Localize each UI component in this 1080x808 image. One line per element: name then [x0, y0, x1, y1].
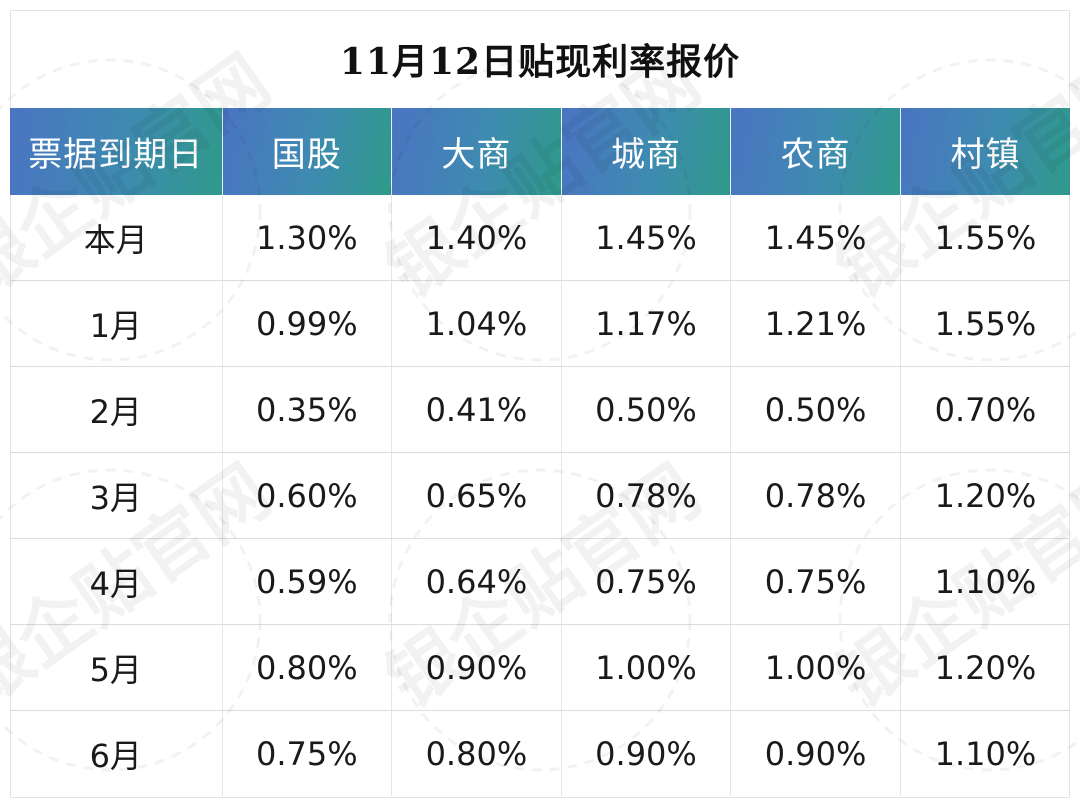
table-row: 5月 0.80% 0.90% 1.00% 1.00% 1.20% — [10, 624, 1070, 711]
rate-cell: 1.45% — [730, 195, 901, 281]
rate-cell: 1.20% — [900, 452, 1070, 539]
row-label: 1月 — [10, 280, 223, 367]
rate-cell: 0.78% — [730, 452, 901, 539]
column-header-cunzhen: 村镇 — [900, 108, 1070, 195]
column-header-dashang: 大商 — [391, 108, 562, 195]
rate-cell: 1.00% — [730, 624, 901, 711]
row-label: 6月 — [10, 710, 223, 796]
rate-cell: 1.00% — [561, 624, 732, 711]
rate-cell: 1.10% — [900, 538, 1070, 625]
column-header-nongshang: 农商 — [730, 108, 901, 195]
rate-cell: 0.50% — [730, 366, 901, 453]
table-row: 4月 0.59% 0.64% 0.75% 0.75% 1.10% — [10, 538, 1070, 625]
rate-cell: 0.90% — [730, 710, 901, 796]
table-row: 1月 0.99% 1.04% 1.17% 1.21% 1.55% — [10, 280, 1070, 367]
rate-table: 票据到期日 国股 大商 城商 农商 村镇 本月 1.30% 1.40% 1.45… — [10, 108, 1070, 796]
rate-cell: 0.59% — [222, 538, 393, 625]
table-row: 2月 0.35% 0.41% 0.50% 0.50% 0.70% — [10, 366, 1070, 453]
rate-cell: 0.99% — [222, 280, 393, 367]
rate-cell: 0.70% — [900, 366, 1070, 453]
rate-cell: 0.75% — [222, 710, 393, 796]
rate-cell: 1.55% — [900, 195, 1070, 281]
rate-cell: 0.64% — [391, 538, 562, 625]
row-label: 3月 — [10, 452, 223, 539]
rate-cell: 1.45% — [561, 195, 732, 281]
rate-cell: 1.21% — [730, 280, 901, 367]
header-row: 票据到期日 国股 大商 城商 农商 村镇 — [10, 108, 1070, 195]
rate-cell: 0.60% — [222, 452, 393, 539]
rate-cell: 1.20% — [900, 624, 1070, 711]
column-header-chengshang: 城商 — [561, 108, 732, 195]
rate-cell: 1.55% — [900, 280, 1070, 367]
row-label: 5月 — [10, 624, 223, 711]
table-row: 3月 0.60% 0.65% 0.78% 0.78% 1.20% — [10, 452, 1070, 539]
row-label: 本月 — [10, 195, 223, 281]
rate-cell: 1.17% — [561, 280, 732, 367]
rate-cell: 0.35% — [222, 366, 393, 453]
rate-cell: 0.65% — [391, 452, 562, 539]
rate-cell: 0.75% — [561, 538, 732, 625]
column-header-maturity: 票据到期日 — [10, 108, 223, 195]
page-title: 11月12日贴现利率报价 — [339, 41, 741, 83]
table-row: 6月 0.75% 0.80% 0.90% 0.90% 1.10% — [10, 710, 1070, 796]
table-row: 本月 1.30% 1.40% 1.45% 1.45% 1.55% — [10, 195, 1070, 281]
column-header-guogu: 国股 — [222, 108, 393, 195]
rate-cell: 1.04% — [391, 280, 562, 367]
rate-cell: 0.80% — [391, 710, 562, 796]
rate-cell: 0.78% — [561, 452, 732, 539]
rate-cell: 0.75% — [730, 538, 901, 625]
rate-cell: 1.30% — [222, 195, 393, 281]
row-label: 4月 — [10, 538, 223, 625]
rate-cell: 1.40% — [391, 195, 562, 281]
rate-cell: 0.80% — [222, 624, 393, 711]
rate-cell: 0.90% — [561, 710, 732, 796]
rate-cell: 0.41% — [391, 366, 562, 453]
rate-cell: 1.10% — [934, 734, 1037, 773]
row-label: 2月 — [10, 366, 223, 453]
rate-cell: 0.50% — [561, 366, 732, 453]
rate-cell: 0.90% — [391, 624, 562, 711]
